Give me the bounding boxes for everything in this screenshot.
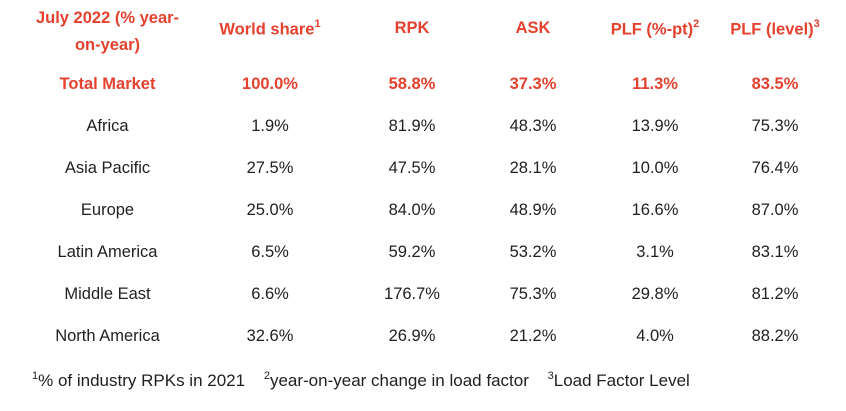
cell-rpk: 176.7%: [384, 285, 440, 303]
header-period-line2: on-year): [74, 36, 141, 54]
cell-plf-level: 76.4%: [751, 159, 799, 177]
header-plf-level: PLF (level)3: [720, 18, 830, 40]
header-world-share-sup: 1: [314, 18, 321, 30]
cell-plf-pt: 10.0%: [631, 159, 679, 177]
cell-plf-level: 87.0%: [751, 201, 799, 219]
cell-region: Africa: [86, 117, 129, 135]
cell-ask: 48.3%: [509, 117, 557, 135]
cell-plf-level: 75.3%: [751, 117, 799, 135]
cell-plf-level: 83.5%: [751, 75, 799, 93]
cell-share: 6.5%: [251, 243, 289, 261]
cell-rpk: 84.0%: [388, 201, 436, 219]
cell-region: Asia Pacific: [64, 159, 151, 177]
cell-region: Total Market: [59, 75, 156, 93]
cell-region: North America: [55, 327, 160, 345]
header-world-share-label: World share: [219, 20, 315, 39]
cell-plf-level: 81.2%: [751, 285, 799, 303]
cell-ask: 37.3%: [509, 75, 557, 93]
header-plf-level-label: PLF (level): [730, 20, 814, 39]
cell-plf-pt: 13.9%: [631, 117, 679, 135]
footnote-1-text: % of industry RPKs in 2021: [38, 371, 246, 390]
footnote-1: 1% of industry RPKs in 2021: [32, 370, 246, 390]
cell-ask: 21.2%: [509, 327, 557, 345]
header-plf-level-sup: 3: [813, 18, 820, 30]
cell-plf-level: 83.1%: [751, 243, 799, 261]
header-ask-label: ASK: [515, 19, 551, 37]
cell-plf-pt: 4.0%: [636, 327, 674, 345]
cell-ask: 48.9%: [509, 201, 557, 219]
footnote-3-text: Load Factor Level: [553, 371, 690, 390]
header-plf-pt-label: PLF (%-pt): [610, 20, 694, 39]
cell-rpk: 26.9%: [388, 327, 436, 345]
cell-share: 1.9%: [251, 117, 289, 135]
cell-plf-pt: 11.3%: [632, 75, 678, 93]
header-rpk: RPK: [357, 19, 467, 38]
header-plf-pt: PLF (%-pt)2: [600, 18, 710, 40]
cell-ask: 28.1%: [509, 159, 557, 177]
cell-share: 25.0%: [246, 201, 294, 219]
cell-plf-pt: 3.1%: [636, 243, 674, 261]
footnote-3-marker: 3: [547, 370, 554, 382]
header-plf-pt-sup: 2: [693, 18, 700, 30]
cell-share: 32.6%: [246, 327, 294, 345]
cell-plf-pt: 16.6%: [631, 201, 679, 219]
header-ask: ASK: [478, 19, 588, 38]
cell-rpk: 47.5%: [388, 159, 436, 177]
header-world-share: World share1: [215, 18, 325, 40]
cell-share: 100.0%: [242, 75, 298, 93]
header-period-line1: July 2022 (% year-: [35, 9, 180, 27]
cell-region: Europe: [80, 201, 135, 219]
cell-region: Latin America: [57, 243, 158, 261]
cell-region: Middle East: [64, 285, 151, 303]
cell-rpk: 81.9%: [388, 117, 436, 135]
cell-plf-level: 88.2%: [751, 327, 799, 345]
cell-share: 27.5%: [246, 159, 294, 177]
footnote-2-marker: 2: [263, 370, 270, 382]
cell-rpk: 59.2%: [388, 243, 436, 261]
header-period: July 2022 (% year- on-year): [0, 5, 215, 59]
cell-ask: 75.3%: [509, 285, 557, 303]
cell-ask: 53.2%: [509, 243, 557, 261]
footnotes: 1% of industry RPKs in 2021 2year-on-yea…: [32, 370, 704, 391]
footnote-3: 3Load Factor Level: [547, 370, 690, 390]
footnote-2-text: year-on-year change in load factor: [269, 371, 529, 390]
footnote-1-marker: 1: [32, 370, 39, 382]
cell-share: 6.6%: [251, 285, 289, 303]
cell-plf-pt: 29.8%: [631, 285, 679, 303]
cell-rpk: 58.8%: [388, 75, 436, 93]
footnote-2: 2year-on-year change in load factor: [263, 370, 529, 390]
header-rpk-label: RPK: [394, 19, 430, 37]
